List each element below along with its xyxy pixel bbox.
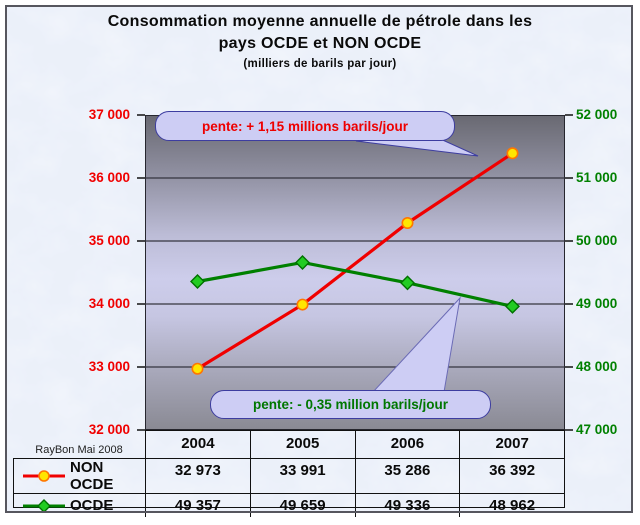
year-header-cell: 2007: [459, 431, 564, 458]
left-axis-tick-label: 36 000: [88, 170, 130, 185]
table-row-ocde: OCDE 49 357 49 659 49 336 48 962: [14, 494, 564, 517]
value-cell: 35 286: [354, 459, 460, 493]
callout-slope-non-ocde: pente: + 1,15 millions barils/jour: [155, 111, 455, 141]
value-cell: 49 357: [145, 494, 250, 517]
right-axis-tick-label: 50 000: [576, 233, 618, 248]
value-cell: 49 336: [354, 494, 460, 517]
right-axis-tick-label: 51 000: [576, 170, 618, 185]
right-axis-tick-label: 47 000: [576, 422, 618, 437]
value-cell: 49 659: [249, 494, 355, 517]
table-row-non-ocde: NON OCDE 32 973 33 991 35 286 36 392: [14, 459, 564, 494]
legend-label-non-ocde: NON OCDE: [14, 459, 145, 493]
value-cell: 32 973: [145, 459, 250, 493]
left-axis-tick-label: 33 000: [88, 359, 130, 374]
chart-subtitle: (milliers de barils par jour): [243, 58, 397, 70]
left-axis-tick-label: 32 000: [88, 422, 130, 437]
year-header-cell: 2006: [354, 431, 460, 458]
value-cell: 48 962: [459, 494, 564, 517]
plot-area: [145, 115, 565, 430]
left-axis-tick-label: 35 000: [88, 233, 130, 248]
year-header-cell: 2005: [249, 431, 355, 458]
value-cell: 36 392: [459, 459, 564, 493]
chart-title-line1: Consommation moyenne annuelle de pétrole…: [107, 13, 533, 30]
callout-slope-ocde: pente: - 0,35 million barils/jour: [210, 390, 491, 419]
left-axis-tick-label: 37 000: [88, 107, 130, 122]
left-axis-tick-label: 34 000: [88, 296, 130, 311]
credit-text: RayBon Mai 2008: [35, 444, 123, 456]
data-table: NON OCDE 32 973 33 991 35 286 36 392 OCD…: [13, 458, 565, 517]
series-name: NON OCDE: [70, 459, 114, 493]
legend-label-ocde: OCDE: [14, 494, 145, 517]
non-ocde-marker-icon: [23, 470, 65, 482]
ocde-marker-icon: [23, 498, 65, 513]
value-cell: 33 991: [249, 459, 355, 493]
right-axis-tick-label: 52 000: [576, 107, 618, 122]
year-header-row: 2004 2005 2006 2007: [145, 430, 565, 458]
right-axis-tick-label: 49 000: [576, 296, 618, 311]
chart-title-line2: pays OCDE et NON OCDE: [218, 35, 422, 52]
series-name: OCDE: [70, 497, 114, 514]
year-header-cell: 2004: [181, 435, 215, 452]
right-axis-tick-label: 48 000: [576, 359, 618, 374]
